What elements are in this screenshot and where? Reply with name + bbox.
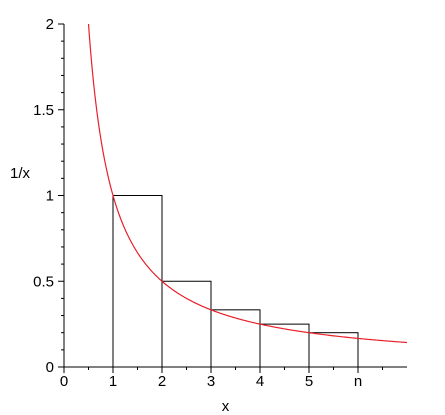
curve-layer (87, 23, 408, 344)
tick-labels: 0 1 2 3 4 5 n 0 0.5 1 1.5 2 (33, 16, 362, 390)
tick-marks (58, 23, 383, 373)
x-tick-label-4: 3 (207, 373, 215, 390)
rectangle-1 (112, 195, 163, 368)
y-tick-label-3: 1 (46, 188, 54, 205)
y-axis-title: 1/x (10, 165, 31, 182)
x-tick-label-7: n (354, 373, 362, 390)
y-tick-label-1: 0 (46, 359, 54, 376)
x-tick-label-1: 0 (60, 373, 68, 390)
rectangle-4 (259, 323, 310, 368)
x-tick-label-5: 4 (256, 373, 264, 390)
x-axis-title: x (222, 398, 230, 415)
x-tick-label-3: 2 (158, 373, 166, 390)
riemann-rectangles (112, 195, 359, 368)
y-tick-label-4: 1.5 (33, 102, 54, 119)
y-tick-label-5: 2 (46, 16, 54, 33)
x-tick-label-6: 5 (305, 373, 313, 390)
y-tick-label-2: 0.5 (33, 273, 54, 290)
x-tick-label-2: 1 (109, 373, 117, 390)
rectangle-2 (161, 280, 212, 368)
curve-line (87, 23, 408, 344)
